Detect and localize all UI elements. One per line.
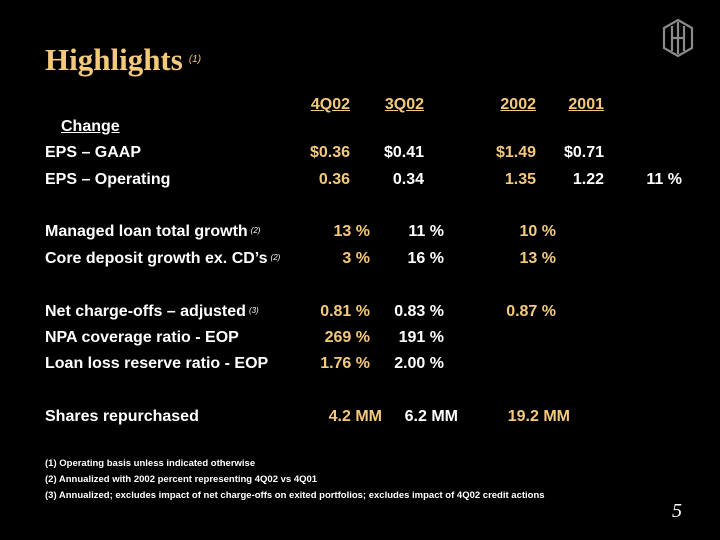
row-label-eps-operating: EPS – Operating	[45, 171, 170, 189]
cell-eps-gaap-4q02: $0.36	[309, 144, 350, 161]
header-4q02: 4Q02	[310, 96, 350, 113]
cell-loan-growth-2002: 10 %	[519, 223, 556, 240]
cell-llr-4q02: 1.76 %	[320, 355, 370, 372]
cell-shares-3q02: 6.2 MM	[404, 408, 458, 425]
row-label-loan-loss-reserve: Loan loss reserve ratio - EOP	[45, 355, 268, 373]
slide-title: Highlights (1)	[45, 42, 201, 78]
page-number: 5	[672, 500, 682, 522]
cell-nco-3q02: 0.83 %	[394, 303, 444, 320]
row-label-text: Net charge-offs – adjusted	[45, 303, 246, 320]
row-footnote-marker: (2)	[250, 226, 261, 235]
header-2002: 2002	[500, 96, 536, 113]
slide-title-text: Highlights	[45, 42, 183, 77]
cell-deposit-growth-4q02: 3 %	[342, 250, 370, 267]
cell-eps-op-2002: 1.35	[504, 171, 536, 188]
cell-shares-4q02: 4.2 MM	[328, 408, 382, 425]
title-footnote-marker: (1)	[188, 54, 202, 65]
cell-shares-2002: 19.2 MM	[507, 408, 570, 425]
header-2001: 2001	[568, 96, 604, 113]
row-footnote-marker: (3)	[248, 306, 259, 315]
cell-eps-op-2001: 1.22	[572, 171, 604, 188]
row-label-text: EPS – Operating	[45, 171, 171, 188]
footnote-3: (3) Annualized; excludes impact of net c…	[45, 490, 545, 501]
cell-eps-gaap-2002: $1.49	[495, 144, 536, 161]
cell-nco-2002: 0.87 %	[506, 303, 556, 320]
cell-loan-growth-3q02: 11 %	[408, 223, 444, 240]
header-change: Change	[61, 118, 120, 135]
cell-eps-op-change: 11 %	[646, 171, 682, 188]
row-label-managed-loan-growth: Managed loan total growth (2)	[45, 223, 260, 241]
row-label-core-deposit-growth: Core deposit growth ex. CD’s (2)	[45, 250, 280, 268]
header-3q02: 3Q02	[384, 96, 424, 113]
footnote-1: (1) Operating basis unless indicated oth…	[45, 458, 256, 469]
row-label-net-charge-offs: Net charge-offs – adjusted (3)	[45, 303, 259, 321]
cell-eps-gaap-3q02: $0.41	[383, 144, 424, 161]
cell-deposit-growth-3q02: 16 %	[407, 250, 444, 267]
footnote-2: (2) Annualized with 2002 percent represe…	[45, 474, 318, 485]
row-label-text: Core deposit growth ex. CD’s	[45, 250, 268, 267]
row-label-text: EPS – GAAP	[45, 144, 142, 161]
row-footnote-marker: (2)	[270, 253, 281, 262]
cell-deposit-growth-2002: 13 %	[519, 250, 556, 267]
cell-npa-3q02: 191 %	[398, 329, 444, 346]
cell-npa-4q02: 269 %	[324, 329, 370, 346]
row-label-text: Loan loss reserve ratio - EOP	[45, 355, 269, 372]
cell-llr-3q02: 2.00 %	[394, 355, 444, 372]
row-label-text: NPA coverage ratio - EOP	[45, 329, 239, 346]
cell-loan-growth-4q02: 13 %	[333, 223, 370, 240]
row-label-shares-repurchased: Shares repurchased	[45, 408, 199, 426]
row-label-npa-coverage: NPA coverage ratio - EOP	[45, 329, 239, 347]
cell-eps-op-4q02: 0.36	[318, 171, 350, 188]
hb-monogram-icon	[662, 18, 694, 58]
row-label-text: Shares repurchased	[45, 408, 199, 425]
cell-eps-op-3q02: 0.34	[392, 171, 424, 188]
cell-eps-gaap-2001: $0.71	[563, 144, 604, 161]
row-label-text: Managed loan total growth	[45, 223, 248, 240]
cell-nco-4q02: 0.81 %	[320, 303, 370, 320]
row-label-eps-gaap: EPS – GAAP	[45, 144, 141, 162]
